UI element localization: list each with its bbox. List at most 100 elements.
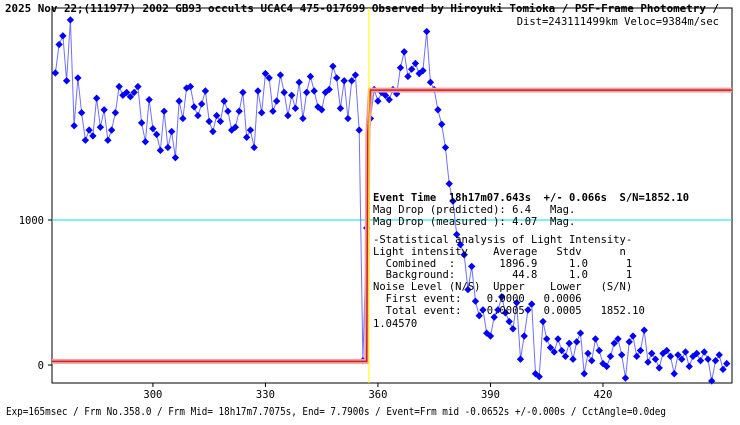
data-point	[554, 335, 562, 343]
data-point	[100, 106, 108, 114]
data-point	[648, 349, 656, 358]
annotation: -Statistical analysis of Light Intensity…	[373, 234, 632, 246]
model-line	[52, 89, 732, 363]
data-point	[130, 88, 138, 97]
data-point	[340, 77, 348, 85]
data-point	[74, 74, 82, 82]
data-point	[520, 332, 528, 340]
data-point	[524, 306, 532, 314]
data-point	[242, 133, 251, 142]
x-tick-label: 390	[481, 389, 500, 401]
data-point	[490, 313, 498, 321]
data-point	[423, 27, 431, 36]
data-point	[280, 88, 288, 97]
data-point	[325, 85, 333, 94]
data-point	[272, 97, 281, 105]
x-tick-label: 330	[256, 389, 275, 401]
data-point	[610, 339, 618, 347]
annotation: Background: 44.8 1.0 1	[373, 269, 632, 281]
data-point	[212, 111, 221, 120]
data-point	[239, 88, 247, 97]
data-point	[224, 107, 232, 115]
annotation: Mag Drop (predicted): 6.4 Mag.	[373, 204, 575, 216]
data-point	[644, 358, 652, 366]
data-point	[486, 332, 495, 340]
data-point	[137, 119, 146, 127]
data-point	[633, 352, 641, 360]
data-point	[306, 72, 315, 81]
data-point	[513, 298, 521, 307]
data-point	[501, 309, 510, 317]
data-point	[104, 136, 112, 144]
data-point	[576, 329, 585, 337]
data-point	[464, 285, 472, 294]
data-point	[194, 111, 202, 120]
data-point	[565, 339, 573, 347]
data-point	[111, 109, 120, 117]
data-point	[51, 69, 60, 77]
annotation: Event Time 18h17m07.643s +/- 0.066s S/N=…	[373, 192, 689, 204]
data-point	[333, 74, 341, 82]
data-point	[670, 370, 678, 378]
data-point	[685, 362, 693, 371]
data-point	[569, 355, 577, 363]
x-tick-label: 420	[593, 389, 612, 401]
data-point	[205, 117, 213, 126]
data-point	[468, 262, 476, 271]
data-point	[246, 126, 255, 134]
data-point	[535, 372, 543, 381]
data-point	[471, 297, 480, 305]
data-point	[179, 114, 187, 123]
data-point	[126, 93, 135, 101]
data-point	[89, 132, 97, 140]
data-point	[81, 136, 90, 144]
data-point	[719, 365, 727, 374]
data-point	[302, 88, 311, 97]
data-point	[704, 355, 712, 363]
data-point	[434, 106, 442, 114]
data-point	[149, 124, 157, 133]
data-point	[284, 111, 292, 120]
data-point	[708, 377, 716, 385]
data-point	[167, 127, 176, 136]
footer: Exp=165msec / Frm No.358.0 / Frm Mid= 18…	[6, 406, 666, 418]
data-point	[55, 40, 63, 49]
data-point	[550, 348, 558, 356]
data-point	[640, 326, 648, 334]
data-point	[438, 120, 446, 128]
data-point	[584, 349, 592, 358]
data-point	[201, 87, 210, 95]
data-point	[621, 374, 630, 382]
data-point	[681, 348, 690, 356]
data-point	[209, 127, 217, 136]
data-point	[250, 143, 258, 152]
data-point	[441, 143, 450, 152]
data-point	[539, 317, 547, 326]
data-point	[348, 77, 356, 85]
data-point	[674, 351, 682, 359]
data-point	[310, 87, 318, 95]
data-point	[115, 82, 123, 91]
data-point	[629, 332, 637, 340]
data-point	[107, 126, 116, 134]
annotation: Light intensity Average Stdv n	[373, 246, 626, 258]
data-point	[374, 97, 382, 105]
data-point	[618, 351, 626, 359]
data-point	[216, 117, 225, 126]
data-point	[636, 346, 645, 355]
data-point	[573, 338, 581, 346]
data-point	[156, 146, 165, 155]
x-tick-label: 300	[143, 389, 162, 401]
plot-frame	[51, 7, 733, 384]
annotation: Total event: 0.0005 0.0005 1852.10	[373, 305, 645, 317]
data-point	[66, 16, 75, 24]
data-point	[460, 251, 468, 259]
annotation: Combined : 1896.9 1.0 1	[373, 258, 632, 270]
data-point	[220, 97, 228, 105]
data-point	[509, 325, 517, 333]
data-point	[291, 104, 300, 113]
data-point	[329, 62, 337, 70]
data-point	[400, 48, 408, 56]
data-point	[449, 197, 457, 205]
